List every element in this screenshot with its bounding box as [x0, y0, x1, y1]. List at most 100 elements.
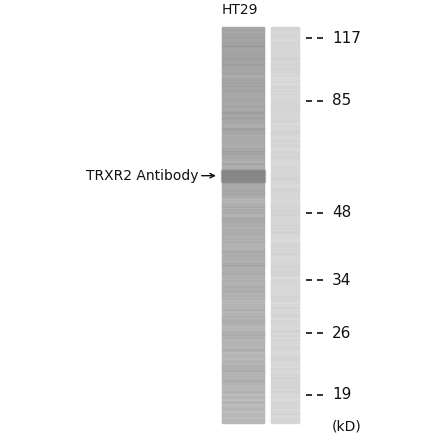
- Bar: [271, 325, 299, 327]
- Bar: [271, 262, 299, 264]
- Bar: [271, 388, 299, 389]
- Bar: [271, 32, 299, 34]
- Bar: [271, 112, 299, 114]
- Bar: [271, 176, 299, 178]
- Bar: [222, 126, 264, 127]
- Bar: [271, 282, 299, 284]
- Bar: [271, 368, 299, 369]
- Bar: [271, 130, 299, 131]
- Bar: [271, 90, 299, 92]
- Bar: [222, 36, 264, 37]
- Bar: [271, 255, 299, 257]
- Bar: [271, 140, 299, 142]
- Bar: [222, 164, 264, 166]
- Bar: [271, 329, 299, 331]
- Bar: [271, 365, 299, 366]
- Bar: [222, 332, 264, 333]
- Bar: [271, 214, 299, 216]
- Bar: [222, 345, 264, 347]
- Bar: [222, 380, 264, 381]
- Bar: [222, 360, 264, 361]
- Bar: [222, 404, 264, 405]
- Bar: [222, 337, 264, 339]
- Bar: [222, 333, 264, 335]
- Bar: [271, 413, 299, 414]
- Bar: [222, 257, 264, 258]
- Bar: [271, 364, 299, 365]
- Text: TRXR2 Antibody: TRXR2 Antibody: [85, 168, 198, 183]
- Bar: [222, 373, 264, 374]
- Bar: [271, 94, 299, 96]
- Bar: [271, 131, 299, 133]
- Bar: [271, 210, 299, 212]
- Bar: [271, 187, 299, 188]
- Bar: [271, 111, 299, 113]
- Bar: [271, 370, 299, 372]
- Bar: [222, 368, 264, 369]
- Bar: [222, 122, 264, 123]
- Bar: [222, 409, 264, 410]
- Bar: [271, 385, 299, 386]
- Bar: [271, 28, 299, 30]
- Bar: [222, 143, 264, 145]
- Bar: [271, 402, 299, 404]
- Bar: [222, 246, 264, 248]
- Bar: [271, 333, 299, 335]
- Bar: [271, 316, 299, 318]
- Bar: [222, 263, 264, 265]
- Bar: [222, 228, 264, 229]
- Bar: [222, 279, 264, 281]
- Bar: [271, 332, 299, 333]
- Bar: [271, 339, 299, 340]
- Bar: [222, 120, 264, 122]
- Bar: [222, 339, 264, 340]
- Bar: [222, 161, 264, 163]
- Bar: [271, 115, 299, 117]
- Bar: [271, 421, 299, 422]
- Bar: [222, 185, 264, 187]
- Bar: [271, 355, 299, 356]
- Bar: [271, 306, 299, 307]
- Bar: [271, 315, 299, 316]
- Bar: [222, 405, 264, 406]
- Bar: [222, 397, 264, 398]
- Bar: [222, 359, 264, 360]
- Bar: [222, 53, 264, 55]
- Bar: [222, 247, 264, 249]
- Bar: [222, 218, 264, 220]
- Bar: [271, 273, 299, 274]
- Bar: [271, 205, 299, 207]
- Bar: [271, 265, 299, 266]
- Bar: [271, 363, 299, 364]
- Bar: [222, 388, 264, 389]
- Bar: [222, 381, 264, 382]
- Bar: [271, 91, 299, 93]
- Bar: [271, 152, 299, 154]
- Bar: [222, 98, 264, 100]
- Bar: [222, 181, 264, 183]
- Bar: [271, 401, 299, 402]
- Bar: [271, 253, 299, 254]
- Bar: [271, 304, 299, 306]
- Bar: [222, 418, 264, 419]
- Bar: [271, 46, 299, 48]
- Bar: [222, 171, 264, 172]
- Bar: [222, 300, 264, 302]
- Bar: [271, 188, 299, 190]
- Text: 117: 117: [332, 30, 361, 45]
- Bar: [222, 372, 264, 373]
- Bar: [271, 87, 299, 89]
- Bar: [222, 200, 264, 202]
- Bar: [271, 36, 299, 37]
- Bar: [271, 222, 299, 224]
- Bar: [222, 176, 264, 178]
- Bar: [271, 149, 299, 151]
- Bar: [271, 173, 299, 175]
- Bar: [271, 302, 299, 303]
- Bar: [271, 381, 299, 382]
- Bar: [271, 81, 299, 82]
- Bar: [222, 66, 264, 68]
- Bar: [271, 196, 299, 198]
- Bar: [271, 321, 299, 323]
- Bar: [222, 292, 264, 294]
